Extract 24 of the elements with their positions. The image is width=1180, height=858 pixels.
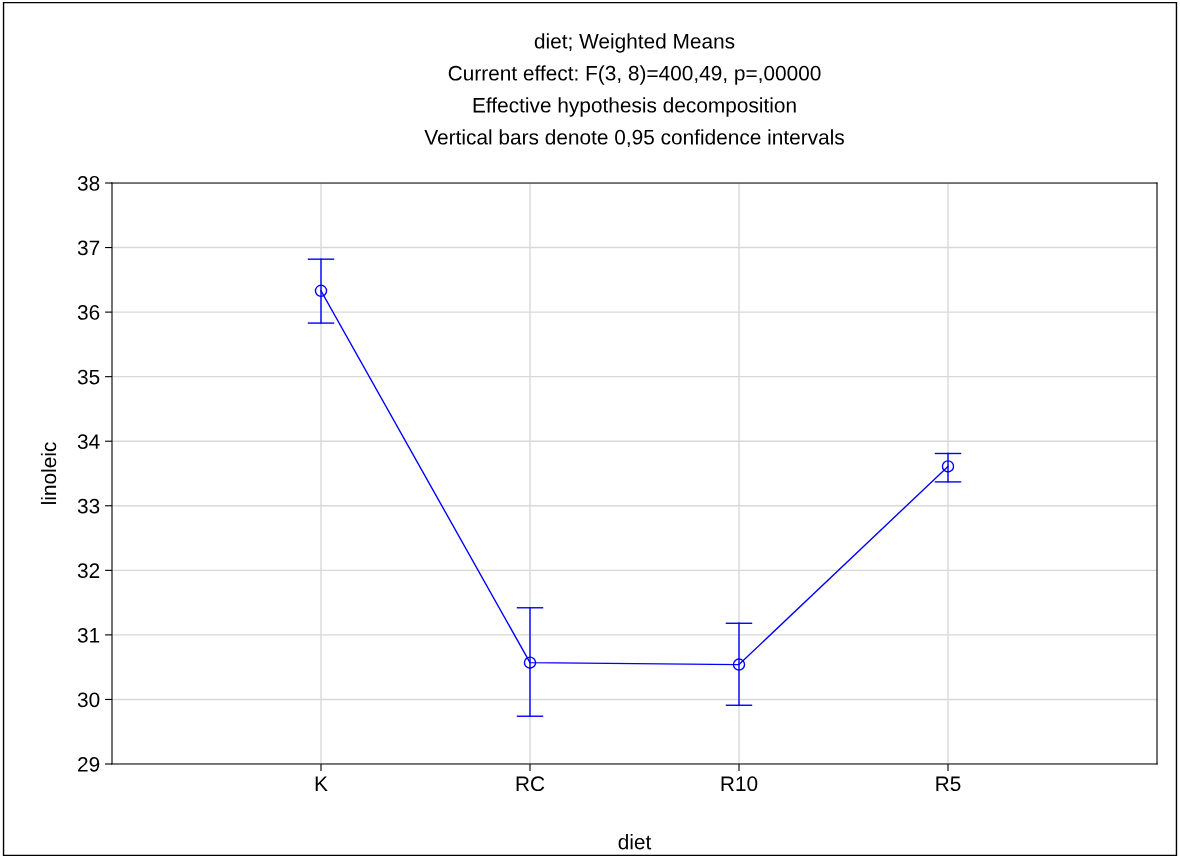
point <box>941 460 955 473</box>
text: Vertical bars denote 0,95 confidence intervals <box>424 129 844 148</box>
x-tick-label: R5 <box>936 776 961 792</box>
chart-title: diet; Weighted Means <box>534 33 735 53</box>
text: Effective hypothesis decomposition <box>473 97 796 117</box>
y-tick-label: 32 <box>77 563 100 579</box>
point <box>732 658 746 671</box>
chart-subtitle: Current effect: F(3, 8)=400,49, p=,00000 <box>448 65 821 85</box>
y-tick-label: 35 <box>77 369 100 385</box>
point <box>523 656 537 669</box>
x-tick-label: K <box>315 776 328 791</box>
y-tick-label: 37 <box>77 240 100 256</box>
x-tick-label: RC <box>516 776 545 792</box>
y-tick-label: 36 <box>77 305 100 320</box>
point <box>314 284 328 298</box>
y-tick-label: 30 <box>77 692 100 708</box>
x-axis-title: diet <box>618 834 652 850</box>
x-tick-label: R10 <box>721 776 758 792</box>
y-tick-label: 38 <box>77 176 100 191</box>
y-tick-label: 29 <box>78 757 100 772</box>
y-tick-label: 31 <box>77 627 100 643</box>
y-tick-label: 34 <box>77 434 100 449</box>
y-tick-label: 33 <box>77 498 100 514</box>
y-axis-title: linoleic <box>40 442 57 504</box>
